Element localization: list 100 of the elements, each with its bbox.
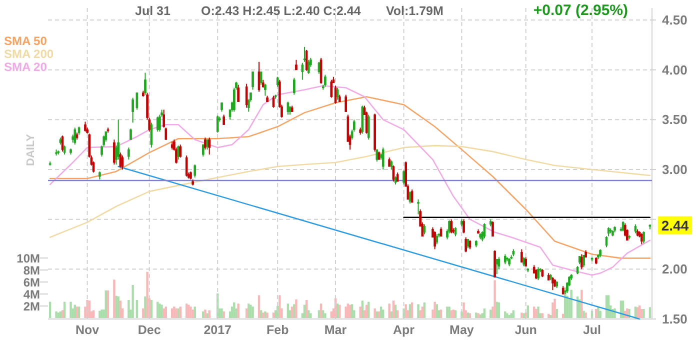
bar — [119, 300, 122, 318]
y-tick-label: 2M — [23, 300, 40, 314]
bar — [272, 312, 275, 318]
bar — [146, 272, 148, 318]
bar — [260, 310, 262, 318]
bar — [322, 310, 324, 318]
candlestick — [185, 155, 188, 177]
candlestick — [119, 152, 122, 168]
candlestick — [336, 87, 339, 100]
text: SMA 200 — [4, 47, 54, 61]
bar — [278, 295, 281, 318]
bar — [638, 305, 641, 318]
candlestick — [402, 170, 405, 185]
bar — [330, 311, 332, 318]
candlestick — [150, 122, 153, 148]
bar — [404, 304, 407, 318]
bar — [359, 306, 362, 318]
bar — [258, 295, 260, 318]
bar — [490, 310, 492, 318]
bar — [158, 304, 161, 318]
bar — [222, 311, 225, 318]
x-tick-label: Nov — [75, 323, 100, 337]
candlestick — [245, 83, 248, 108]
y-tick-label: 3.00 — [662, 162, 688, 177]
bar — [318, 310, 320, 318]
bar — [365, 304, 368, 318]
bar — [132, 285, 134, 318]
bar — [190, 306, 192, 318]
candlestick — [260, 71, 262, 86]
bar — [303, 304, 306, 318]
candlestick — [520, 248, 523, 263]
bar — [252, 306, 254, 318]
x-tick-label: Apr — [393, 323, 415, 337]
bar — [498, 302, 500, 318]
bar — [194, 306, 196, 318]
bar — [552, 302, 554, 318]
x-tick-label: 2017 — [204, 323, 232, 337]
candlestick — [367, 114, 370, 140]
candlestick — [216, 115, 219, 134]
bar — [346, 304, 350, 318]
x-tick-label: Mar — [324, 323, 347, 337]
bar — [274, 310, 277, 318]
candlestick — [237, 84, 240, 102]
y-tick-label: 10M — [16, 252, 40, 266]
bar — [526, 305, 529, 318]
bar — [392, 300, 395, 318]
bar — [376, 311, 378, 318]
bar — [396, 310, 399, 318]
text: O:2.43 H:2.45 L:2.40 C:2.44 — [201, 4, 361, 18]
candlestick — [344, 94, 348, 112]
candlestick — [179, 144, 182, 158]
bar — [48, 302, 52, 318]
bar — [324, 313, 326, 318]
candlestick — [492, 220, 494, 237]
bar — [417, 304, 420, 318]
candlestick — [462, 218, 465, 234]
bar — [390, 311, 392, 318]
bar — [70, 302, 72, 318]
candlestick — [552, 276, 554, 291]
bar — [532, 306, 536, 318]
y-tick-label: 4.50 — [662, 12, 688, 28]
bar — [494, 280, 496, 318]
candlestick — [204, 137, 206, 150]
text: +0.07 (2.95%) — [533, 2, 628, 19]
bar — [185, 304, 188, 318]
annotation: 2.44 — [661, 217, 689, 234]
candlestick — [202, 144, 204, 158]
candlestick — [642, 230, 645, 244]
candlestick — [295, 59, 298, 70]
bar — [388, 304, 390, 318]
bar — [162, 308, 165, 318]
x-tick-label: Dec — [138, 323, 161, 337]
y-tick-label: 3.50 — [662, 112, 688, 128]
bar — [248, 304, 250, 318]
bar — [320, 304, 322, 318]
text: SMA 20 — [4, 60, 48, 74]
bar — [556, 309, 558, 318]
bar — [508, 315, 510, 318]
text: Jul 31 — [135, 4, 170, 18]
candlestick — [276, 76, 279, 88]
candlestick — [410, 188, 414, 203]
candlestick — [252, 71, 254, 90]
x-tick-label: Jul — [582, 323, 602, 337]
bar — [150, 300, 153, 318]
y-tick-label: 4.00 — [662, 62, 688, 78]
bar — [448, 306, 450, 318]
bar — [419, 310, 422, 318]
candlestick — [504, 254, 506, 265]
line-series — [49, 144, 651, 238]
y-tick-label: 8M — [23, 264, 40, 278]
candlestick — [264, 83, 266, 96]
candlestick — [208, 137, 210, 156]
bar — [535, 309, 538, 318]
bar — [308, 310, 310, 318]
bar — [192, 310, 194, 318]
bar — [512, 310, 515, 318]
bar — [378, 311, 380, 318]
bar — [220, 308, 223, 318]
bar — [336, 304, 339, 318]
bar — [63, 302, 66, 318]
